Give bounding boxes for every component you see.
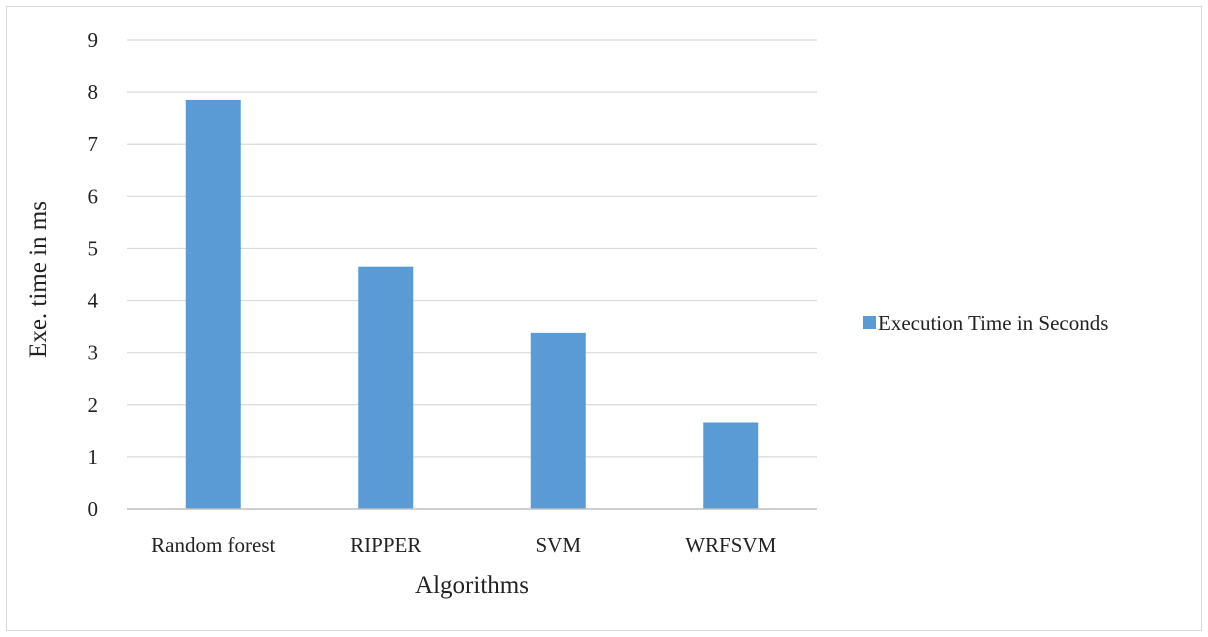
y-tick-label: 2 <box>88 393 99 417</box>
y-tick-label: 8 <box>88 80 99 104</box>
x-tick-label: WRFSVM <box>685 533 776 557</box>
y-tick-label: 4 <box>88 289 99 313</box>
bar <box>358 266 414 509</box>
y-axis-ticks: 0 1 2 3 4 5 6 7 8 9 <box>88 28 99 521</box>
y-tick-label: 0 <box>88 497 99 521</box>
x-axis-ticks: Random forest RIPPER SVM WRFSVM <box>151 533 776 557</box>
bars <box>185 99 759 509</box>
x-axis-title: Algorithms <box>415 572 529 599</box>
y-tick-label: 3 <box>88 341 99 365</box>
bar <box>703 422 759 509</box>
y-tick-label: 9 <box>88 28 99 52</box>
bar <box>530 332 586 509</box>
bar <box>185 99 241 509</box>
y-tick-label: 5 <box>88 236 99 260</box>
x-tick-label: SVM <box>535 533 581 557</box>
y-tick-label: 7 <box>88 132 99 156</box>
gridlines <box>127 39 817 458</box>
x-tick-label: RIPPER <box>350 533 421 557</box>
y-axis-title: Exe. time in ms <box>25 201 52 358</box>
legend: Execution Time in Seconds <box>863 311 1108 335</box>
legend-swatch <box>863 316 876 329</box>
legend-label: Execution Time in Seconds <box>878 311 1108 335</box>
x-tick-label: Random forest <box>151 533 275 557</box>
y-tick-label: 1 <box>88 445 99 469</box>
y-tick-label: 6 <box>88 184 99 208</box>
